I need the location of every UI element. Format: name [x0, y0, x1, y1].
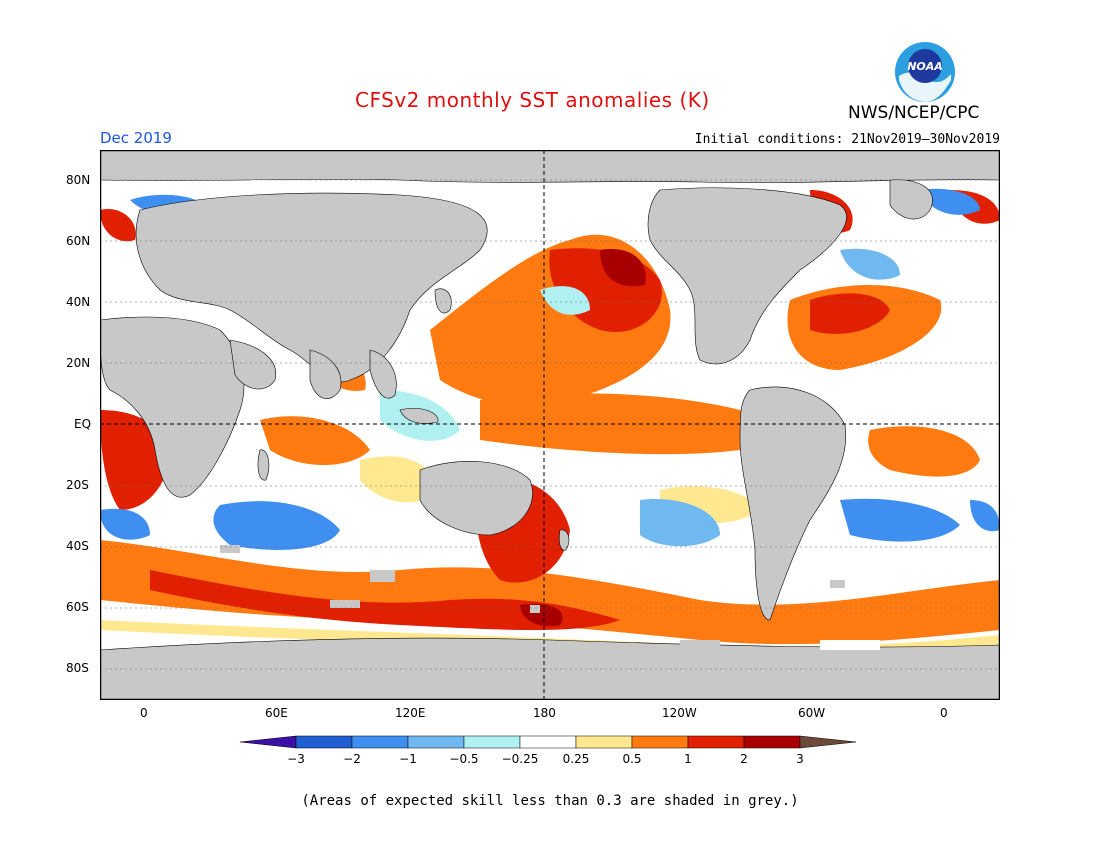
lat-label-60s: 60S	[66, 600, 89, 614]
colorbar-swatch	[463, 735, 521, 749]
lon-label-0: 0	[140, 706, 148, 720]
lat-label-20s: 20S	[66, 478, 89, 492]
forecast-month: Dec 2019	[100, 129, 172, 147]
noaa-logo: NOAA	[895, 42, 955, 102]
colorbar-swatch	[743, 735, 801, 749]
colorbar-tick-label: −0.25	[501, 752, 539, 766]
skill-footnote: (Areas of expected skill less than 0.3 a…	[301, 793, 799, 809]
sst-anomaly-map	[100, 150, 1000, 700]
colorbar-tick-label: −0.5	[449, 752, 479, 766]
colorbar-swatch	[575, 735, 633, 749]
reference-lines	[100, 150, 1000, 700]
colorbar-tick-label: −3	[287, 752, 305, 766]
map-frame	[100, 150, 1000, 700]
colorbar-tick-label: 1	[684, 752, 692, 766]
noaa-logo-text: NOAA	[907, 60, 943, 73]
lon-label-120w: 120W	[662, 706, 697, 720]
colorbar	[240, 735, 857, 749]
colorbar-tick-label: 2	[740, 752, 748, 766]
lat-label-60n: 60N	[66, 234, 91, 248]
lon-label-120e: 120E	[395, 706, 426, 720]
lat-gridlines	[100, 179, 1000, 670]
colorbar-tick-label: −1	[399, 752, 417, 766]
colorbar-tick-label: −2	[343, 752, 361, 766]
colorbar-max-triangle	[799, 735, 857, 749]
colorbar-min-triangle	[240, 735, 297, 749]
initial-conditions: Initial conditions: 21Nov2019–30Nov2019	[694, 132, 1000, 147]
lon-label-60w: 60W	[798, 706, 826, 720]
lat-label-eq: EQ	[74, 417, 92, 431]
lat-label-80n: 80N	[66, 173, 91, 187]
lon-label-0-east: 0	[940, 706, 948, 720]
lon-label-180: 180	[533, 706, 556, 720]
colorbar-swatch	[295, 735, 353, 749]
colorbar-tick-label: 3	[796, 752, 804, 766]
colorbar-swatch	[407, 735, 465, 749]
colorbar-tick-label: 0.5	[622, 752, 642, 766]
high-latitude-neutral	[250, 180, 880, 650]
warm-anomaly-regions	[100, 190, 1000, 645]
lat-label-20n: 20N	[66, 356, 91, 370]
lat-label-40n: 40N	[66, 295, 91, 309]
colorbar-tick-label: 0.25	[562, 752, 590, 766]
colorbar-swatch	[687, 735, 745, 749]
organization-label: NWS/NCEP/CPC	[848, 103, 980, 123]
lat-label-80s: 80S	[66, 661, 89, 675]
colorbar-swatch	[631, 735, 689, 749]
low-skill-shading	[220, 545, 845, 648]
lon-label-60e: 60E	[265, 706, 288, 720]
colorbar-swatch	[351, 735, 409, 749]
map-title: CFSv2 monthly SST anomalies (K)	[355, 88, 710, 112]
lat-label-40s: 40S	[66, 539, 89, 553]
colorbar-swatch	[519, 735, 577, 749]
